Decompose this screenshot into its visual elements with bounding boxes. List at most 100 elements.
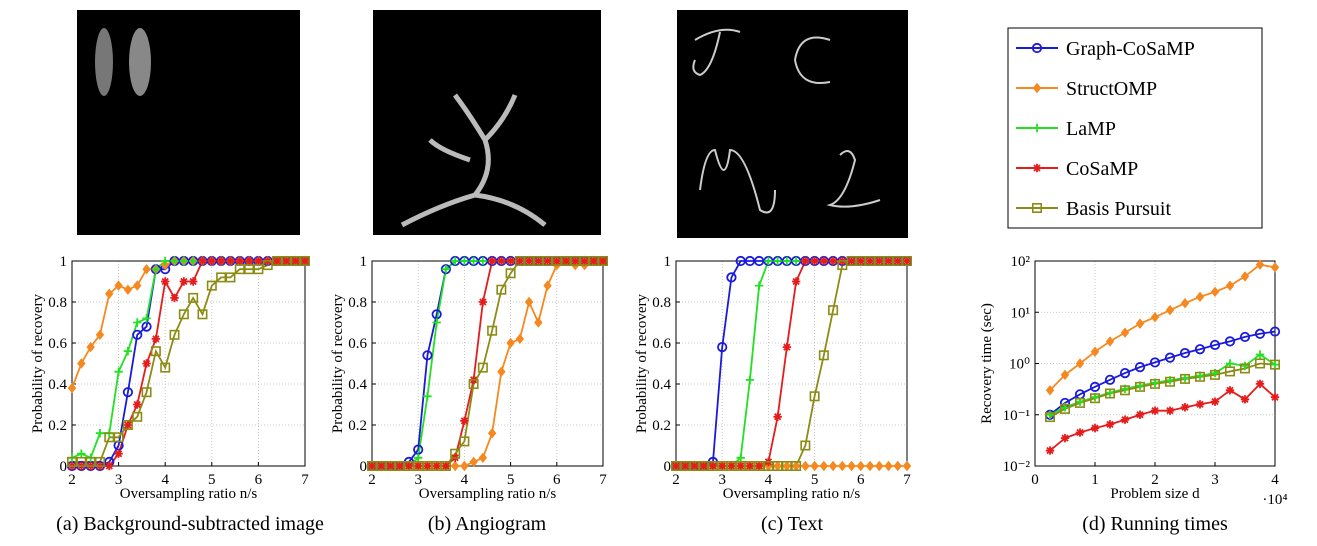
series-line	[1049, 353, 1276, 416]
marker	[477, 362, 488, 373]
marker	[76, 456, 87, 467]
marker	[114, 449, 123, 458]
marker	[1255, 358, 1266, 369]
marker	[206, 280, 217, 291]
marker	[689, 460, 700, 471]
marker	[469, 256, 478, 266]
marker	[142, 314, 151, 323]
marker	[496, 284, 507, 295]
marker	[1150, 312, 1160, 323]
marker	[161, 277, 170, 286]
marker	[838, 460, 847, 472]
legend-label: Basis Pursuit	[1066, 198, 1171, 220]
marker	[902, 256, 912, 266]
marker	[1180, 373, 1191, 384]
marker	[450, 256, 460, 266]
marker	[515, 256, 525, 266]
marker	[207, 256, 216, 266]
y-tick-label: 0.8	[48, 295, 67, 311]
marker	[170, 293, 179, 303]
marker	[726, 460, 737, 471]
y-tick-label: 0.6	[48, 336, 67, 352]
marker	[161, 256, 170, 266]
marker	[423, 392, 432, 401]
marker	[67, 456, 78, 467]
marker	[1225, 280, 1235, 291]
y-tick-label: 0.4	[48, 377, 67, 393]
marker	[1134, 362, 1146, 373]
marker	[571, 256, 580, 266]
marker	[1045, 446, 1055, 455]
marker	[819, 460, 829, 472]
marker	[1089, 381, 1101, 392]
marker	[855, 255, 866, 266]
y-axis-label: Probability of recovery	[330, 293, 346, 433]
x-tick-label: 4	[161, 472, 169, 488]
marker	[133, 318, 142, 327]
marker	[1225, 386, 1235, 395]
marker	[150, 346, 161, 357]
series-line	[676, 260, 907, 467]
marker	[764, 256, 773, 266]
marker	[699, 461, 708, 471]
marker	[133, 280, 142, 291]
marker	[432, 461, 441, 471]
marker	[1270, 359, 1281, 370]
marker	[367, 461, 377, 471]
marker	[772, 460, 783, 471]
marker	[1149, 357, 1161, 368]
marker	[514, 255, 525, 266]
legend-marker	[1032, 123, 1042, 133]
marker	[1255, 379, 1265, 389]
legend-label: Graph-CoSaMP	[1066, 38, 1195, 60]
marker	[580, 256, 589, 266]
marker	[441, 461, 451, 471]
marker	[708, 461, 718, 471]
marker	[404, 461, 414, 471]
marker	[188, 277, 198, 286]
marker	[782, 256, 792, 266]
marker	[856, 460, 865, 472]
series-line	[1049, 330, 1276, 416]
x-tick-label: 7	[903, 472, 911, 488]
marker	[1045, 412, 1056, 423]
marker	[819, 256, 829, 266]
marker	[431, 460, 442, 471]
image-a	[77, 10, 300, 235]
marker	[487, 256, 497, 266]
marker	[543, 256, 552, 266]
marker	[450, 448, 461, 459]
x-tick-label: 3	[718, 472, 726, 488]
marker	[160, 362, 171, 373]
marker	[122, 419, 133, 430]
marker	[1239, 331, 1251, 343]
marker	[1254, 328, 1266, 339]
marker	[570, 255, 581, 266]
caption: (d) Running times	[1082, 513, 1228, 535]
marker	[414, 453, 423, 462]
marker	[179, 256, 189, 266]
y-axis-label: Probability of recovery	[30, 293, 46, 433]
marker	[478, 452, 488, 463]
marker	[874, 255, 885, 266]
marker	[506, 256, 515, 266]
marker	[1225, 366, 1236, 377]
marker	[884, 256, 893, 266]
marker	[515, 333, 525, 345]
marker	[524, 255, 535, 266]
marker	[828, 460, 838, 472]
marker	[123, 347, 133, 356]
marker	[86, 341, 95, 353]
marker	[1165, 376, 1176, 387]
marker	[198, 256, 207, 266]
marker	[77, 449, 86, 458]
series-line	[676, 260, 907, 467]
marker	[1255, 259, 1265, 270]
marker	[1075, 358, 1085, 369]
marker	[216, 272, 227, 283]
marker	[123, 284, 133, 295]
marker	[403, 460, 414, 471]
chart: 0 0.2 0.4 0.6 0.8 1 2 3 4 5 6 7 Oversampling ratio n…	[330, 254, 607, 535]
marker	[469, 456, 478, 468]
marker	[717, 341, 728, 353]
